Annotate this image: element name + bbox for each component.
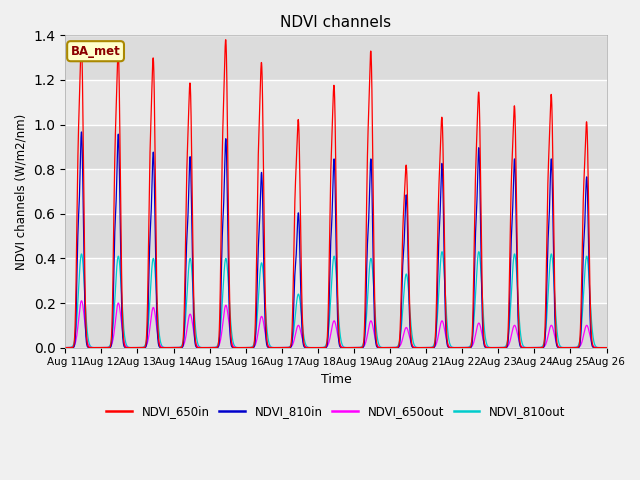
Bar xyxy=(65,36,607,80)
Y-axis label: NDVI channels (W/m2/nm): NDVI channels (W/m2/nm) xyxy=(15,113,28,270)
Text: BA_met: BA_met xyxy=(70,45,120,58)
NDVI_810out xyxy=(264,335,272,340)
NDVI_810out xyxy=(177,344,185,349)
NDVI_810in xyxy=(411,345,419,350)
NDVI_810in xyxy=(61,345,69,350)
NDVI_650out xyxy=(488,345,495,350)
NDVI_650in xyxy=(603,345,611,350)
NDVI_810out xyxy=(488,345,495,350)
Bar xyxy=(65,258,607,303)
Line: NDVI_810out: NDVI_810out xyxy=(65,252,607,348)
X-axis label: Time: Time xyxy=(321,373,351,386)
NDVI_650in xyxy=(488,345,495,350)
NDVI_810in xyxy=(172,345,179,350)
NDVI_650out xyxy=(601,345,609,350)
NDVI_810out xyxy=(475,249,483,254)
NDVI_650out xyxy=(77,298,85,304)
NDVI_810in xyxy=(601,345,609,350)
NDVI_650in xyxy=(411,345,419,350)
NDVI_810out xyxy=(603,345,611,350)
NDVI_650in xyxy=(264,343,272,349)
NDVI_810out xyxy=(61,345,69,350)
NDVI_650out xyxy=(172,345,179,350)
Bar xyxy=(65,303,607,348)
NDVI_650in xyxy=(177,345,185,350)
Bar xyxy=(65,169,607,214)
NDVI_650in xyxy=(601,345,609,350)
NDVI_810out xyxy=(172,345,179,350)
Bar xyxy=(65,124,607,169)
NDVI_650in xyxy=(172,345,179,350)
Line: NDVI_650in: NDVI_650in xyxy=(65,40,607,348)
NDVI_650out xyxy=(411,345,419,350)
NDVI_810out xyxy=(411,343,419,348)
NDVI_810in xyxy=(603,345,611,350)
Line: NDVI_650out: NDVI_650out xyxy=(65,301,607,348)
Bar xyxy=(65,214,607,258)
NDVI_650in xyxy=(222,37,230,43)
Title: NDVI channels: NDVI channels xyxy=(280,15,392,30)
NDVI_810in xyxy=(77,129,85,135)
NDVI_650out xyxy=(264,342,272,348)
NDVI_650in xyxy=(61,345,69,350)
NDVI_650out xyxy=(177,345,185,350)
NDVI_810in xyxy=(177,345,185,350)
NDVI_810out xyxy=(601,345,609,350)
NDVI_650out xyxy=(603,345,611,350)
NDVI_810in xyxy=(488,345,495,350)
Bar xyxy=(65,80,607,124)
NDVI_650out xyxy=(61,345,69,350)
Line: NDVI_810in: NDVI_810in xyxy=(65,132,607,348)
Legend: NDVI_650in, NDVI_810in, NDVI_650out, NDVI_810out: NDVI_650in, NDVI_810in, NDVI_650out, NDV… xyxy=(102,400,570,423)
NDVI_810in xyxy=(264,344,272,350)
